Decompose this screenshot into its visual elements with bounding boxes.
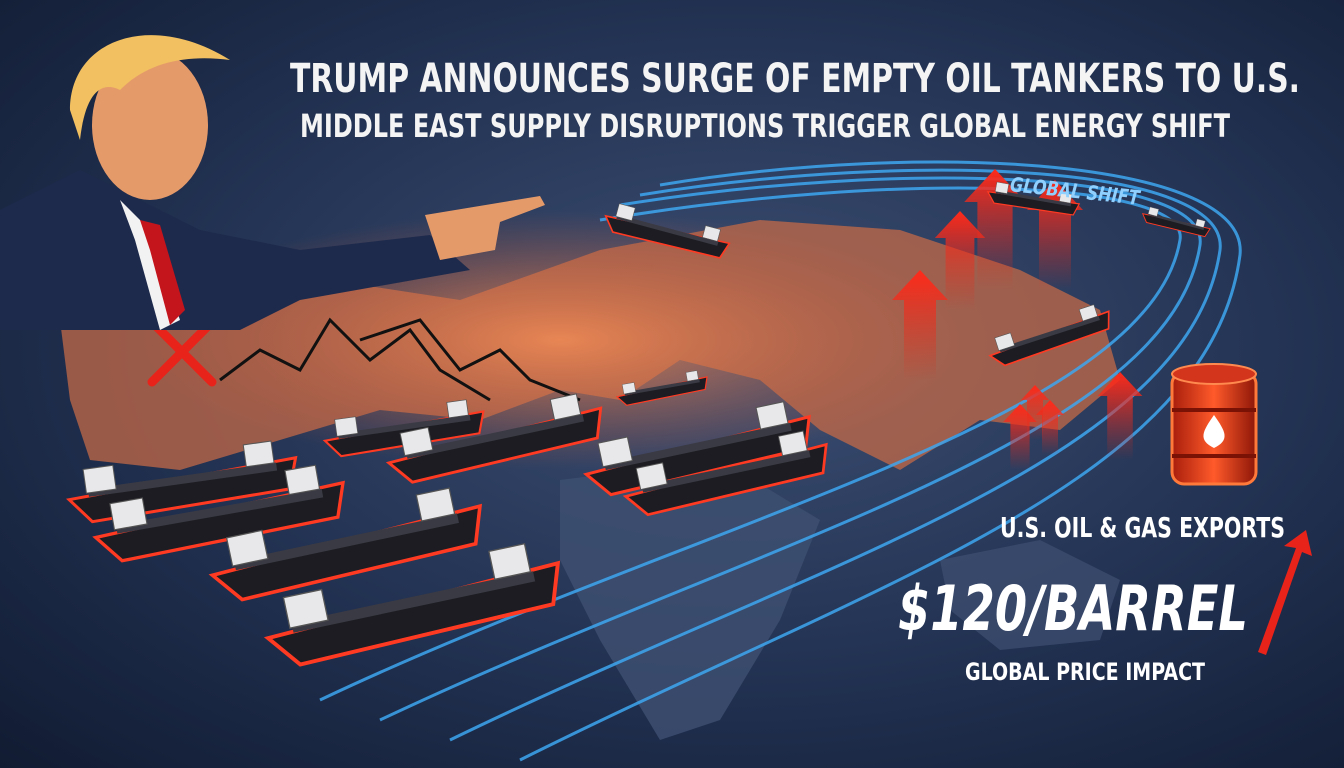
tanker-deck <box>291 571 536 633</box>
tanker-bridge <box>334 416 359 437</box>
tanker <box>986 181 1081 216</box>
hair <box>70 35 230 140</box>
headline-title: TRUMP ANNOUNCES SURGE OF EMPTY OIL TANKE… <box>290 56 1300 102</box>
tanker <box>615 370 708 406</box>
route <box>379 176 1202 722</box>
tanker-bridge <box>399 426 434 457</box>
tanker-bridge <box>1059 192 1073 204</box>
zigzag <box>219 317 491 402</box>
tanker-deck <box>233 513 459 571</box>
route <box>449 168 1222 742</box>
tanker-bridge <box>415 487 456 522</box>
up-arrow <box>892 270 948 380</box>
tanker-bridge <box>1195 218 1206 228</box>
route <box>319 186 1182 702</box>
tanker <box>1141 206 1211 238</box>
tanker-deck <box>604 422 792 471</box>
tanker-deck <box>87 462 278 497</box>
exports-label: U.S. OIL & GAS EXPORTS <box>1000 511 1285 544</box>
tanker-bridge <box>635 462 668 491</box>
headline-subtitle: MIDDLE EAST SUPPLY DISRUPTIONS TRIGGER G… <box>300 107 1230 145</box>
tanker <box>385 393 603 484</box>
decline-lines <box>219 317 581 402</box>
tie <box>140 220 185 325</box>
tanker-deck <box>115 488 324 534</box>
tanker-bridge <box>1148 206 1159 217</box>
tanker-bridge <box>446 399 469 419</box>
tanker <box>988 304 1110 367</box>
up-arrow <box>1021 385 1049 440</box>
tanker-bridge <box>777 430 808 457</box>
price-label: $120/BARREL <box>898 572 1248 645</box>
tanker-fleet <box>65 181 1211 667</box>
tanker <box>92 464 345 563</box>
tanker-deck <box>1148 212 1205 230</box>
tanker-deck <box>338 414 471 439</box>
tanker-bridge <box>284 464 321 496</box>
tanker-deck <box>995 190 1072 207</box>
tanker-bridge <box>82 464 117 494</box>
tanker-bridge <box>549 393 582 421</box>
tanker <box>604 203 731 259</box>
tanker <box>208 487 483 602</box>
tanker-bridge <box>994 332 1015 351</box>
suit <box>0 170 470 330</box>
price-arrow <box>1258 530 1312 655</box>
zigzag <box>359 318 581 402</box>
up-arrow <box>1097 372 1143 460</box>
tanker-deck <box>641 450 811 493</box>
tanker-bridge <box>755 401 789 430</box>
tanker-bridge <box>225 529 269 567</box>
tanker-bridge <box>621 382 636 395</box>
tanker-bridge <box>488 543 532 581</box>
shipping-routes <box>319 160 1242 762</box>
barrel-top <box>1171 363 1257 385</box>
tanker-bridge <box>995 181 1010 194</box>
tanker-bridge <box>597 436 633 468</box>
hand <box>425 196 545 260</box>
tanker-bridge <box>615 203 636 221</box>
tanker <box>263 543 561 667</box>
tanker-bridge <box>702 225 721 242</box>
tanker-deck <box>405 413 585 459</box>
tanker <box>622 430 828 517</box>
tanker-bridge <box>282 588 329 629</box>
tanker-deck <box>616 214 719 246</box>
tanker-bridge <box>242 440 275 468</box>
cross-mark <box>147 317 217 387</box>
africa <box>560 460 820 740</box>
price-caption: GLOBAL PRICE IMPACT <box>965 658 1205 686</box>
tanker-bridge <box>109 497 148 531</box>
tanker-bridge <box>1078 304 1098 322</box>
route <box>519 160 1242 762</box>
pointing-figure <box>0 35 545 330</box>
oil-drop <box>1203 415 1225 448</box>
cross-stroke <box>147 317 217 387</box>
oil-barrel <box>1170 363 1258 486</box>
tanker-deck <box>624 379 700 396</box>
tanker-bridge <box>685 370 699 382</box>
australia <box>940 540 1120 650</box>
tanker-deck <box>999 315 1100 353</box>
up-arrow <box>934 211 986 310</box>
